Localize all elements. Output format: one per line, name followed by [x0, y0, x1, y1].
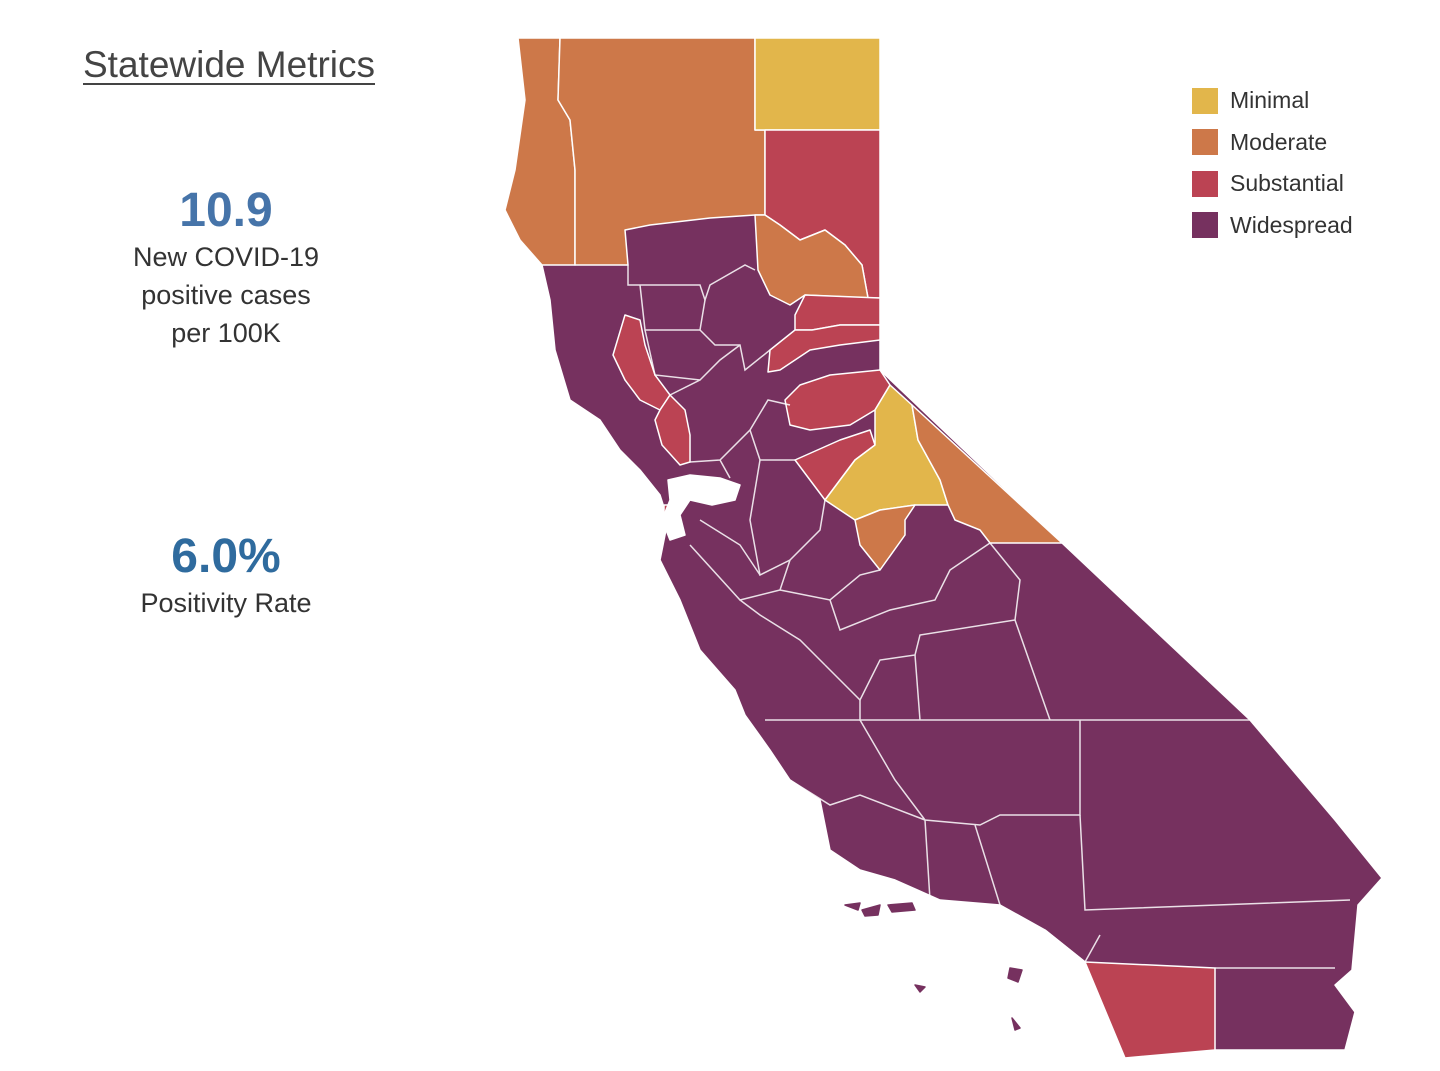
legend-label-moderate: Moderate: [1230, 128, 1328, 155]
positivity-value: 6.0%: [171, 530, 281, 583]
cases-label-line-3: per 100K: [171, 318, 281, 348]
cases-label-line-2: positive cases: [141, 280, 311, 310]
legend-swatch-minimal: [1192, 87, 1218, 114]
statewide-remainder[interactable]: [504, 37, 1383, 1059]
legend-item-widespread: Widespread: [1192, 205, 1353, 247]
positivity-label: Positivity Rate: [140, 588, 312, 618]
legend-label-substantial: Substantial: [1230, 170, 1344, 197]
mariposa[interactable]: [854, 504, 916, 571]
channel-island-2: [861, 904, 881, 917]
channel-island-3: [887, 902, 916, 913]
napa[interactable]: [654, 394, 691, 466]
legend-swatch-substantial: [1192, 170, 1218, 197]
legend-item-minimal: Minimal: [1192, 80, 1353, 122]
legend-item-moderate: Moderate: [1192, 122, 1353, 164]
channel-island-6: [1011, 1017, 1021, 1031]
page-title: Statewide Metrics: [83, 44, 375, 85]
channel-island-1: [844, 902, 861, 911]
cases-value: 10.9: [179, 184, 273, 237]
legend-swatch-widespread: [1192, 212, 1218, 239]
legend-label-minimal: Minimal: [1230, 87, 1310, 114]
cases-metric: 10.9 New COVID-19 positive cases per 100…: [80, 184, 372, 352]
legend: Minimal Moderate Substantial Widespread: [1192, 80, 1353, 246]
sierra-strip-2[interactable]: [767, 324, 881, 373]
cases-label-line-1: New COVID-19: [132, 242, 320, 272]
san-diego[interactable]: [1084, 961, 1216, 1059]
county-boundaries: [627, 264, 1351, 969]
positivity-metric: 6.0% Positivity Rate: [80, 530, 372, 622]
northeast-corner[interactable]: [754, 37, 881, 131]
legend-swatch-moderate: [1192, 129, 1218, 156]
san-francisco-bay: [661, 474, 741, 541]
channel-island-5: [914, 984, 926, 993]
legend-item-substantial: Substantial: [1192, 163, 1353, 205]
legend-label-widespread: Widespread: [1230, 211, 1353, 238]
channel-island-4: [1007, 967, 1023, 983]
mono[interactable]: [911, 404, 1063, 544]
northern-sierra-plumas[interactable]: [754, 214, 869, 306]
